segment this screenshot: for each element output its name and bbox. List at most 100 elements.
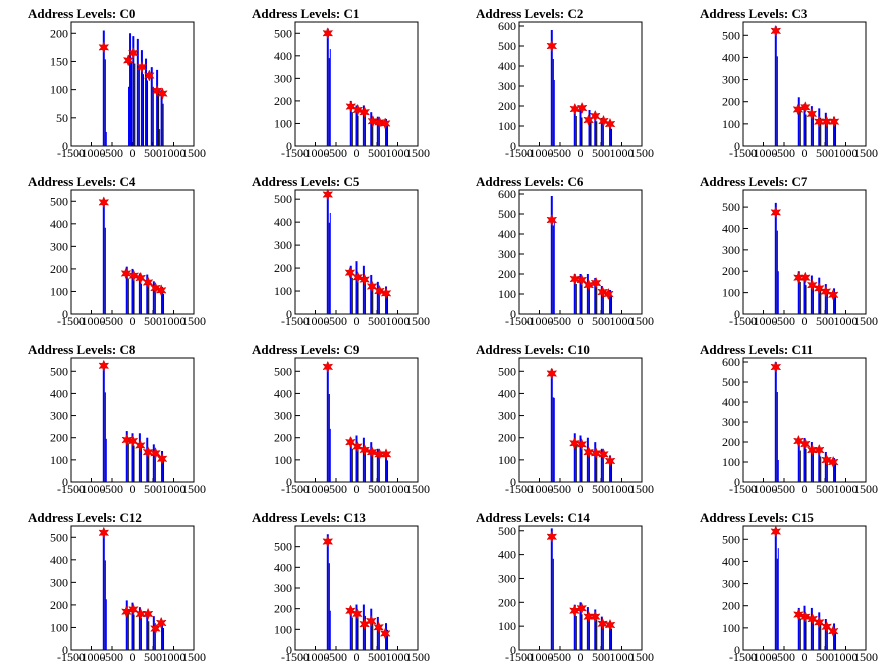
x-tick-label: -1500	[505, 146, 533, 160]
x-tick-label: -500	[773, 482, 795, 496]
peak-marker	[813, 616, 825, 629]
x-tick-label: 1000	[610, 482, 634, 496]
x-tick-label: -1500	[505, 482, 533, 496]
y-tick-label: 500	[50, 364, 68, 378]
peak-marker	[806, 443, 818, 457]
x-tick-label: 1500	[182, 314, 206, 328]
y-tick-label: 0	[62, 643, 68, 657]
x-tick-label: 500	[368, 650, 386, 664]
y-tick-label: 500	[498, 524, 516, 538]
x-tick-label: 500	[816, 314, 834, 328]
y-tick-label: 500	[722, 200, 740, 214]
x-tick-label: -1500	[281, 314, 309, 328]
x-tick-label: 0	[802, 314, 808, 328]
y-tick-label: 600	[498, 187, 516, 201]
x-tick-label: 500	[592, 482, 610, 496]
peak-marker	[359, 443, 371, 457]
x-tick-label: -1000	[526, 146, 554, 160]
peak-marker	[603, 287, 614, 301]
peak-marker	[597, 617, 608, 630]
y-tick-label: 300	[722, 415, 740, 429]
x-tick-label: -500	[101, 146, 123, 160]
peak-marker	[589, 610, 601, 623]
peak-marker	[98, 526, 110, 539]
y-tick-label: 400	[722, 554, 740, 568]
chart-title: Address Levels: C6	[476, 174, 584, 189]
y-tick-label: 500	[50, 194, 68, 208]
y-tick-label: 100	[274, 116, 292, 130]
y-tick-label: 300	[274, 238, 292, 252]
chart-panel: Address Levels: C40100200300400500-1500-…	[28, 174, 206, 328]
chart-panel: Address Levels: C2 0 100 200 300 400 500 600 -15…	[476, 6, 654, 160]
peak-marker	[820, 285, 832, 298]
y-tick-label: 200	[50, 598, 68, 612]
x-tick-label: -1000	[750, 482, 778, 496]
y-tick-label: 300	[274, 409, 292, 423]
peak-marker	[589, 109, 601, 123]
y-tick-label: 500	[274, 364, 292, 378]
peak-marker	[807, 612, 819, 626]
x-tick-label: 500	[144, 482, 162, 496]
peak-marker	[345, 435, 356, 449]
peak-marker	[367, 115, 379, 128]
peak-marker	[156, 452, 168, 465]
peak-marker	[806, 278, 818, 292]
x-tick-label: 0	[354, 314, 360, 328]
peak-marker	[380, 287, 392, 300]
peak-marker	[598, 114, 609, 128]
chart-title: Address Levels: C13	[252, 510, 366, 525]
x-tick-label: 1500	[854, 482, 878, 496]
y-tick-label: 0	[734, 307, 740, 321]
y-tick-label: 0	[286, 307, 292, 321]
x-tick-label: 0	[130, 482, 136, 496]
x-tick-label: -1500	[505, 650, 533, 664]
y-tick-label: 400	[722, 395, 740, 409]
y-tick-label: 300	[498, 571, 516, 585]
peak-marker	[590, 276, 602, 290]
y-tick-label: 300	[498, 409, 516, 423]
chart-panel: Address Levels: C90100200300400500-1500-…	[252, 342, 430, 496]
x-tick-label: 1000	[834, 314, 858, 328]
chart-panel: Address Levels: C15 0 100 200 300 400 500 -1500…	[700, 510, 878, 664]
x-tick-label: 500	[592, 146, 610, 160]
y-tick-label: 0	[286, 139, 292, 153]
peak-marker	[352, 271, 364, 284]
x-tick-label: 0	[354, 650, 360, 664]
x-tick-label: -500	[773, 650, 795, 664]
y-tick-label: 500	[722, 532, 740, 546]
peak-marker	[352, 440, 363, 453]
y-tick-label: 300	[722, 243, 740, 257]
x-tick-label: 0	[130, 146, 136, 160]
peak-marker	[379, 117, 391, 130]
chart-panel: Address Levels: C10 0 100 200 300 400 500 -1500…	[476, 342, 654, 496]
peak-marker	[770, 525, 782, 538]
peak-marker	[366, 445, 378, 459]
y-tick-label: 100	[274, 622, 292, 636]
y-tick-label: 100	[498, 453, 516, 467]
y-tick-label: 300	[274, 71, 292, 85]
peak-marker	[583, 445, 595, 459]
y-tick-label: 400	[722, 221, 740, 235]
y-tick-label: 200	[722, 264, 740, 278]
x-tick-label: -1000	[302, 650, 330, 664]
peak-marker	[374, 284, 385, 298]
x-tick-label: 500	[144, 314, 162, 328]
peak-marker	[827, 625, 839, 638]
x-tick-label: 1500	[182, 650, 206, 664]
x-tick-label: -1500	[729, 482, 757, 496]
chart-panel: Address Levels: C12 0 100 200 300 400 500 -1500…	[28, 510, 206, 664]
y-tick-label: 200	[274, 261, 292, 275]
y-tick-label: 200	[50, 262, 68, 276]
y-tick-label: 50	[56, 111, 68, 125]
peak-marker	[597, 285, 608, 299]
chart-panel: Address Levels: C6 0 100 200 300 400 500 600 -15…	[476, 174, 654, 328]
x-tick-label: 1000	[610, 314, 634, 328]
x-tick-label: 0	[130, 314, 136, 328]
x-tick-label: -500	[101, 650, 123, 664]
x-tick-label: -1000	[78, 482, 106, 496]
x-tick-label: 1000	[610, 146, 634, 160]
chart-title: Address Levels: C0	[28, 6, 135, 21]
peak-marker	[770, 24, 782, 38]
y-tick-label: 300	[50, 239, 68, 253]
y-tick-label: 100	[50, 83, 68, 97]
